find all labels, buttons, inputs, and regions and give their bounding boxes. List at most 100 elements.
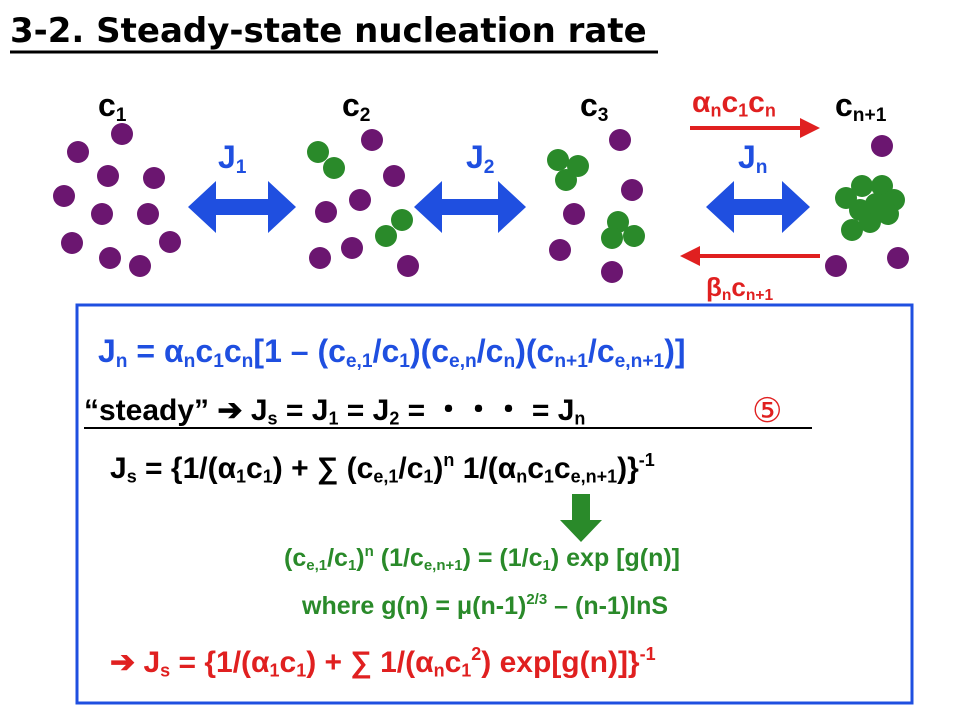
text-run: c — [445, 646, 462, 679]
text-run: J — [466, 139, 484, 175]
down-arrow — [560, 494, 602, 542]
text-run: )(c — [410, 333, 449, 369]
text-run: J — [218, 139, 236, 175]
text-run: c — [835, 87, 853, 123]
text-run: c — [731, 272, 745, 302]
text-run: e,n+1 — [424, 557, 463, 574]
text-run: c — [748, 86, 765, 119]
text-run: /c — [373, 333, 400, 369]
text-run: )] — [664, 333, 685, 369]
text-run: n+1 — [853, 105, 887, 126]
concentration-label: c2 — [342, 87, 370, 126]
text-run: (c — [284, 544, 306, 572]
text-run: 2 — [484, 157, 495, 178]
rate-arrows — [680, 118, 820, 266]
equation: Js = {1/(α1c1) + ∑ (ce,1/c1)n 1/(αnc1ce,… — [110, 450, 655, 487]
text-run: J — [738, 139, 756, 175]
equation: ➔ Js = {1/(α1c1) + ∑ 1/(αnc12) exp[g(n)]… — [110, 644, 656, 681]
text-run: 1 — [236, 467, 246, 487]
text-run: 2 — [360, 105, 371, 126]
text-run: 3 — [598, 105, 609, 126]
text-run: c — [580, 87, 598, 123]
text-run: e,n — [449, 351, 477, 372]
text-run: 1 — [423, 467, 433, 487]
text-run: J — [110, 452, 127, 485]
concentration-label: cn+1 — [835, 87, 887, 126]
text-run: s — [127, 467, 137, 487]
concentration-label: c1 — [98, 87, 127, 126]
text-run: 1 — [236, 157, 247, 178]
text-run: -1 — [639, 450, 655, 470]
text-run: 1 — [543, 557, 551, 574]
text-run: 2/3 — [526, 591, 547, 608]
text-run: ) exp [g(n)] — [551, 544, 680, 572]
text-run: e,1 — [306, 557, 327, 574]
text-run: = ・・・ = J — [399, 394, 574, 427]
text-run: e,1 — [346, 351, 373, 372]
text-run: ) + ∑ 1/(α — [306, 646, 434, 679]
text-run: 1 — [348, 557, 356, 574]
text-run: c — [527, 452, 544, 485]
text-run: /c — [327, 544, 348, 572]
text-run: 1 — [263, 467, 273, 487]
text-run: J — [98, 333, 116, 369]
text-run: )(c — [515, 333, 554, 369]
text-run: n — [242, 351, 254, 372]
text-run: c — [195, 333, 213, 369]
equation: Jn = αnc1cn[1 – (ce,1/c1)(ce,n/cn)(cn+1/… — [98, 333, 686, 372]
text-run: n — [765, 101, 776, 121]
text-run: 1 — [213, 351, 224, 372]
text-run: “steady” ➔ J — [84, 394, 268, 427]
text-run: 1 — [399, 351, 410, 372]
circled-marker: ⑤ — [752, 391, 782, 431]
text-run: s — [268, 409, 278, 429]
text-run: )} — [617, 452, 639, 485]
text-run: 1 — [270, 661, 280, 681]
text-run: = α — [128, 333, 184, 369]
text-run: 1 — [116, 105, 127, 126]
text-run: = {1/(α — [137, 452, 237, 485]
exchange-arrows — [188, 181, 810, 233]
text-run: ) — [433, 452, 443, 485]
text-run: ) = (1/c — [463, 544, 543, 572]
text-run: n — [434, 661, 445, 681]
text-run: β — [706, 272, 722, 302]
text-run: /c — [398, 452, 423, 485]
text-run: = J — [338, 394, 389, 427]
flux-label: J1 — [218, 139, 247, 178]
text-run: n — [710, 101, 721, 121]
text-run: c — [224, 333, 242, 369]
text-run: n — [722, 287, 732, 304]
text-run: n — [503, 351, 515, 372]
text-run: 2 — [471, 644, 481, 664]
text-run: /c — [477, 333, 504, 369]
text-run: where g(n) = μ(n-1) — [301, 592, 526, 620]
text-run: s — [160, 661, 170, 681]
flux-label: J2 — [466, 139, 494, 178]
forward-rate-label: αnc1cn — [692, 86, 776, 121]
text-run: n — [184, 351, 196, 372]
text-run: = {1/(α — [170, 646, 270, 679]
text-run: n+1 — [554, 351, 588, 372]
backward-rate-label: βncn+1 — [706, 272, 774, 304]
text-run: – (n-1)lnS — [547, 592, 668, 620]
text-run: c — [554, 452, 571, 485]
equation: (ce,1/c1)n (1/ce,n+1) = (1/c1) exp [g(n)… — [284, 543, 680, 574]
text-run: /c — [588, 333, 615, 369]
text-run: 1 — [738, 101, 748, 121]
slide-title: 3-2. Steady-state nucleation rate — [10, 11, 647, 51]
text-run: 1 — [544, 467, 554, 487]
text-run: ) — [356, 544, 364, 572]
text-run: 1 — [296, 661, 306, 681]
text-run: (1/c — [374, 544, 424, 572]
text-run: c — [342, 87, 360, 123]
concentration-label: c3 — [580, 87, 608, 126]
text-run: α — [692, 86, 711, 119]
text-run: e,n+1 — [571, 467, 618, 487]
text-run: c — [246, 452, 263, 485]
text-run: -1 — [640, 644, 656, 664]
flux-label: Jn — [738, 139, 768, 178]
text-run: n — [574, 409, 585, 429]
text-run: n — [756, 157, 768, 178]
